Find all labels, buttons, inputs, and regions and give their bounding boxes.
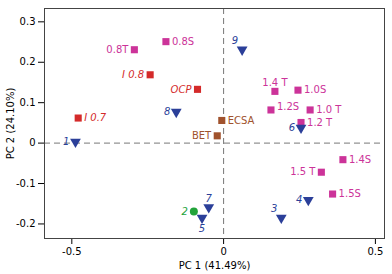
svg-text:1: 1 — [63, 136, 69, 147]
svg-text:1.2 T: 1.2 T — [307, 117, 333, 128]
svg-text:I 0.7: I 0.7 — [84, 112, 107, 123]
svg-text:ECSA: ECSA — [228, 115, 255, 126]
svg-text:0: 0 — [29, 137, 35, 148]
svg-text:1.2S: 1.2S — [277, 101, 299, 112]
svg-text:1.0 T: 1.0 T — [316, 104, 342, 115]
svg-text:BET: BET — [192, 130, 212, 141]
svg-text:I 0.8: I 0.8 — [122, 69, 144, 80]
svg-text:1.5 T: 1.5 T — [290, 166, 316, 177]
svg-text:0.3: 0.3 — [20, 16, 36, 27]
svg-text:7: 7 — [206, 193, 213, 204]
svg-text:2: 2 — [181, 206, 187, 217]
svg-text:PC 1 (41.49%): PC 1 (41.49%) — [179, 260, 251, 271]
svg-text:8: 8 — [164, 106, 170, 117]
svg-text:1.4 T: 1.4 T — [262, 77, 288, 88]
svg-text:-0.5: -0.5 — [62, 246, 82, 257]
svg-text:-0.1: -0.1 — [16, 178, 36, 189]
svg-text:1.0S: 1.0S — [304, 84, 326, 95]
svg-text:3: 3 — [271, 203, 277, 214]
svg-text:1.4S: 1.4S — [349, 154, 371, 165]
svg-text:PC 2 (24.10%): PC 2 (24.10%) — [5, 88, 16, 160]
svg-text:OCP: OCP — [171, 84, 193, 95]
svg-text:0.2: 0.2 — [20, 56, 36, 67]
svg-text:5: 5 — [199, 223, 205, 234]
svg-text:1.5S: 1.5S — [339, 188, 361, 199]
svg-text:0.8T: 0.8T — [106, 44, 129, 55]
svg-text:0: 0 — [220, 246, 226, 257]
svg-text:4: 4 — [296, 194, 302, 205]
svg-text:9: 9 — [232, 35, 238, 46]
svg-text:6: 6 — [289, 122, 295, 133]
svg-text:-0.2: -0.2 — [16, 218, 36, 229]
svg-text:0.8S: 0.8S — [172, 36, 194, 47]
svg-text:0.1: 0.1 — [20, 97, 36, 108]
svg-text:0.5: 0.5 — [367, 246, 383, 257]
